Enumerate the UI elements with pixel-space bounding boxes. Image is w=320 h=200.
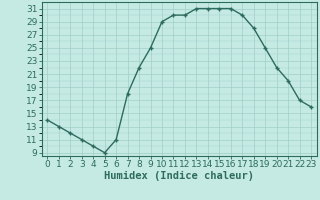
X-axis label: Humidex (Indice chaleur): Humidex (Indice chaleur)	[104, 171, 254, 181]
